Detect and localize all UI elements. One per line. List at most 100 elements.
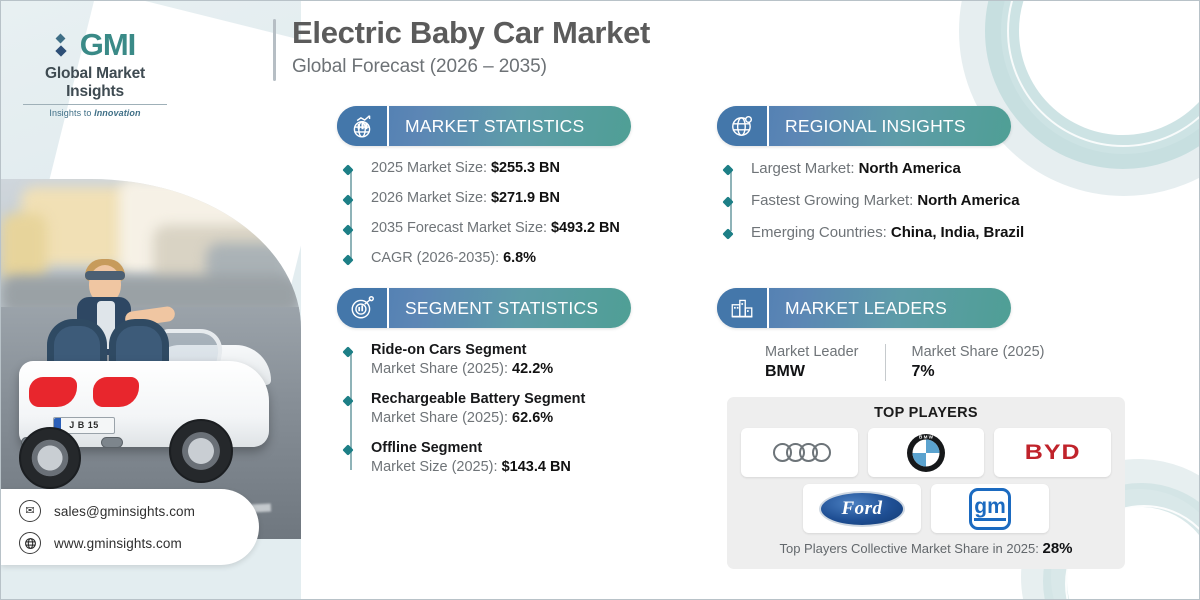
segment-metric: Market Size (2025): $143.4 BN [371,459,571,475]
list-item: Emerging Countries: China, India, Brazil [722,224,1025,241]
envelope-icon: ✉ [19,500,41,522]
gmi-logo-text: GMI [79,27,137,62]
market-statistics-title: MARKET STATISTICS [405,115,585,136]
gmi-tagline-prefix: Insights to [49,108,95,118]
logo-card-byd[interactable]: BYD [994,428,1112,477]
header: Electric Baby Car Market Global Forecast… [273,15,650,81]
gm-wordmark-logo: gm [969,487,1011,530]
list-item-text: Fastest Growing Market: North America [751,192,1020,209]
gm-wordmark: gm [974,496,1006,521]
top-players-panel: TOP PLAYERS B M W BYD [727,397,1125,569]
factory-icon [717,288,769,328]
list-item: 2025 Market Size: $255.3 BN [342,160,631,176]
market-share-column: Market Share (2025) 7% [884,344,1045,381]
logo-card-audi[interactable] [741,428,858,477]
gmi-diamonds-icon [55,33,67,57]
audi-rings-logo [773,443,832,462]
list-item: 2035 Forecast Market Size: $493.2 BN [342,220,631,236]
list-item: Ride-on Cars Segment Market Share (2025)… [342,342,631,377]
globe-chart-icon [337,106,389,146]
target-analytics-icon [337,288,389,328]
regional-insights-list: Largest Market: North America Fastest Gr… [717,160,1024,241]
ford-oval-logo: Ford [819,490,905,527]
market-leader-value: BMW [765,363,805,380]
globe-pin-icon [717,106,769,146]
list-item: CAGR (2026-2035): 6.8% [342,250,631,266]
segment-name: Offline Segment [371,440,483,456]
market-statistics-pill[interactable]: MARKET STATISTICS [337,106,631,146]
list-item: Rechargeable Battery Segment Market Shar… [342,391,631,426]
market-statistics-list: 2025 Market Size: $255.3 BN 2026 Market … [337,160,631,266]
page-title: Electric Baby Car Market [292,15,651,50]
segment-name: Ride-on Cars Segment [371,342,527,358]
logo-card-ford[interactable]: Ford [803,484,921,533]
toy-car-exhaust [101,437,123,448]
title-accent-bar [273,19,276,81]
contact-website: www.gminsights.com [54,535,182,551]
segment-metric: Market Share (2025): 62.6% [371,410,554,426]
list-item-text: 2026 Market Size: $271.9 BN [371,190,560,206]
list-item: 2026 Market Size: $271.9 BN [342,190,631,206]
ford-wordmark: Ford [841,497,883,519]
toy-car-license-plate: J B 15 [53,417,115,434]
top-players-title: TOP PLAYERS [874,405,978,421]
list-item-text: 2035 Forecast Market Size: $493.2 BN [371,220,620,236]
bmw-roundel-logo: B M W [907,433,945,472]
globe-icon [19,532,41,554]
gmi-tagline-emphasis: Innovation [94,108,141,118]
contact-website-row[interactable]: www.gminsights.com [19,532,259,554]
list-item-text: Largest Market: North America [751,160,961,177]
toy-car-taillight [29,377,77,407]
segment-name: Rechargeable Battery Segment [371,391,586,407]
regional-insights-pill[interactable]: REGIONAL INSIGHTS [717,106,1011,146]
gmi-tagline: Insights to Innovation [15,108,175,118]
top-players-row-1: B M W BYD [741,428,1112,477]
list-item: Fastest Growing Market: North America [722,192,1024,209]
gmi-company-name: Global Market Insights [45,65,145,100]
top-players-footer: Top Players Collective Market Share in 2… [779,540,1073,557]
list-item-text: CAGR (2026-2035): 6.8% [371,250,536,266]
decorative-arc-top-right-inner [1007,1,1199,147]
section-market-statistics: MARKET STATISTICS 2025 Market Size: $255… [337,106,631,266]
segment-metric: Market Share (2025): 42.2% [371,361,554,377]
regional-insights-title: REGIONAL INSIGHTS [785,115,966,136]
list-item: Largest Market: North America [722,160,1024,177]
market-leader-caption: Market Leader [765,344,859,360]
toy-car-taillight [93,377,139,407]
toy-car-wheel-rear [19,427,81,489]
child-goggles [85,271,125,280]
left-photo-panel: J B 15 ✉ sales@gminsights.com www.gminsi… [1,1,301,599]
market-leader-column: Market Leader BMW [765,344,885,381]
section-segment-statistics: SEGMENT STATISTICS Ride-on Cars Segment … [337,288,631,475]
contact-card: ✉ sales@gminsights.com www.gminsights.co… [1,489,259,565]
gmi-logo-mark: GMI [15,27,175,63]
market-leaders-pill[interactable]: MARKET LEADERS [717,288,1011,328]
photo-backdrop-blob [1,213,47,283]
list-item: Offline Segment Market Size (2025): $143… [342,440,631,475]
segment-statistics-pill[interactable]: SEGMENT STATISTICS [337,288,631,328]
section-market-leaders: MARKET LEADERS Market Leader BMW Market … [717,288,1044,381]
market-leaders-title: MARKET LEADERS [785,297,947,318]
svg-text:B M W: B M W [919,434,934,439]
market-leaders-detail: Market Leader BMW Market Share (2025) 7% [717,344,1044,381]
toy-car-wheel-front [169,419,233,483]
gmi-logo[interactable]: GMI Global Market Insights Insights to I… [15,27,175,118]
gmi-logo-divider [23,104,167,105]
list-item-text: 2025 Market Size: $255.3 BN [371,160,560,176]
byd-wordmark-logo: BYD [1024,440,1081,465]
segment-statistics-title: SEGMENT STATISTICS [405,297,599,318]
top-players-row-2: Ford gm [741,484,1111,533]
market-share-value: 7% [911,363,935,380]
hero-photo: J B 15 [1,179,301,539]
contact-email: sales@gminsights.com [54,503,196,519]
section-regional-insights: REGIONAL INSIGHTS Largest Market: North … [717,106,1024,241]
contact-email-row[interactable]: ✉ sales@gminsights.com [19,500,259,522]
list-spine [350,168,352,260]
market-share-caption: Market Share (2025) [911,344,1045,360]
logo-card-gm[interactable]: gm [931,484,1049,533]
list-item-text: Emerging Countries: China, India, Brazil [751,224,1025,241]
list-spine [350,350,352,470]
logo-card-bmw[interactable]: B M W [867,428,985,477]
page-subtitle: Global Forecast (2026 – 2035) [292,55,547,77]
